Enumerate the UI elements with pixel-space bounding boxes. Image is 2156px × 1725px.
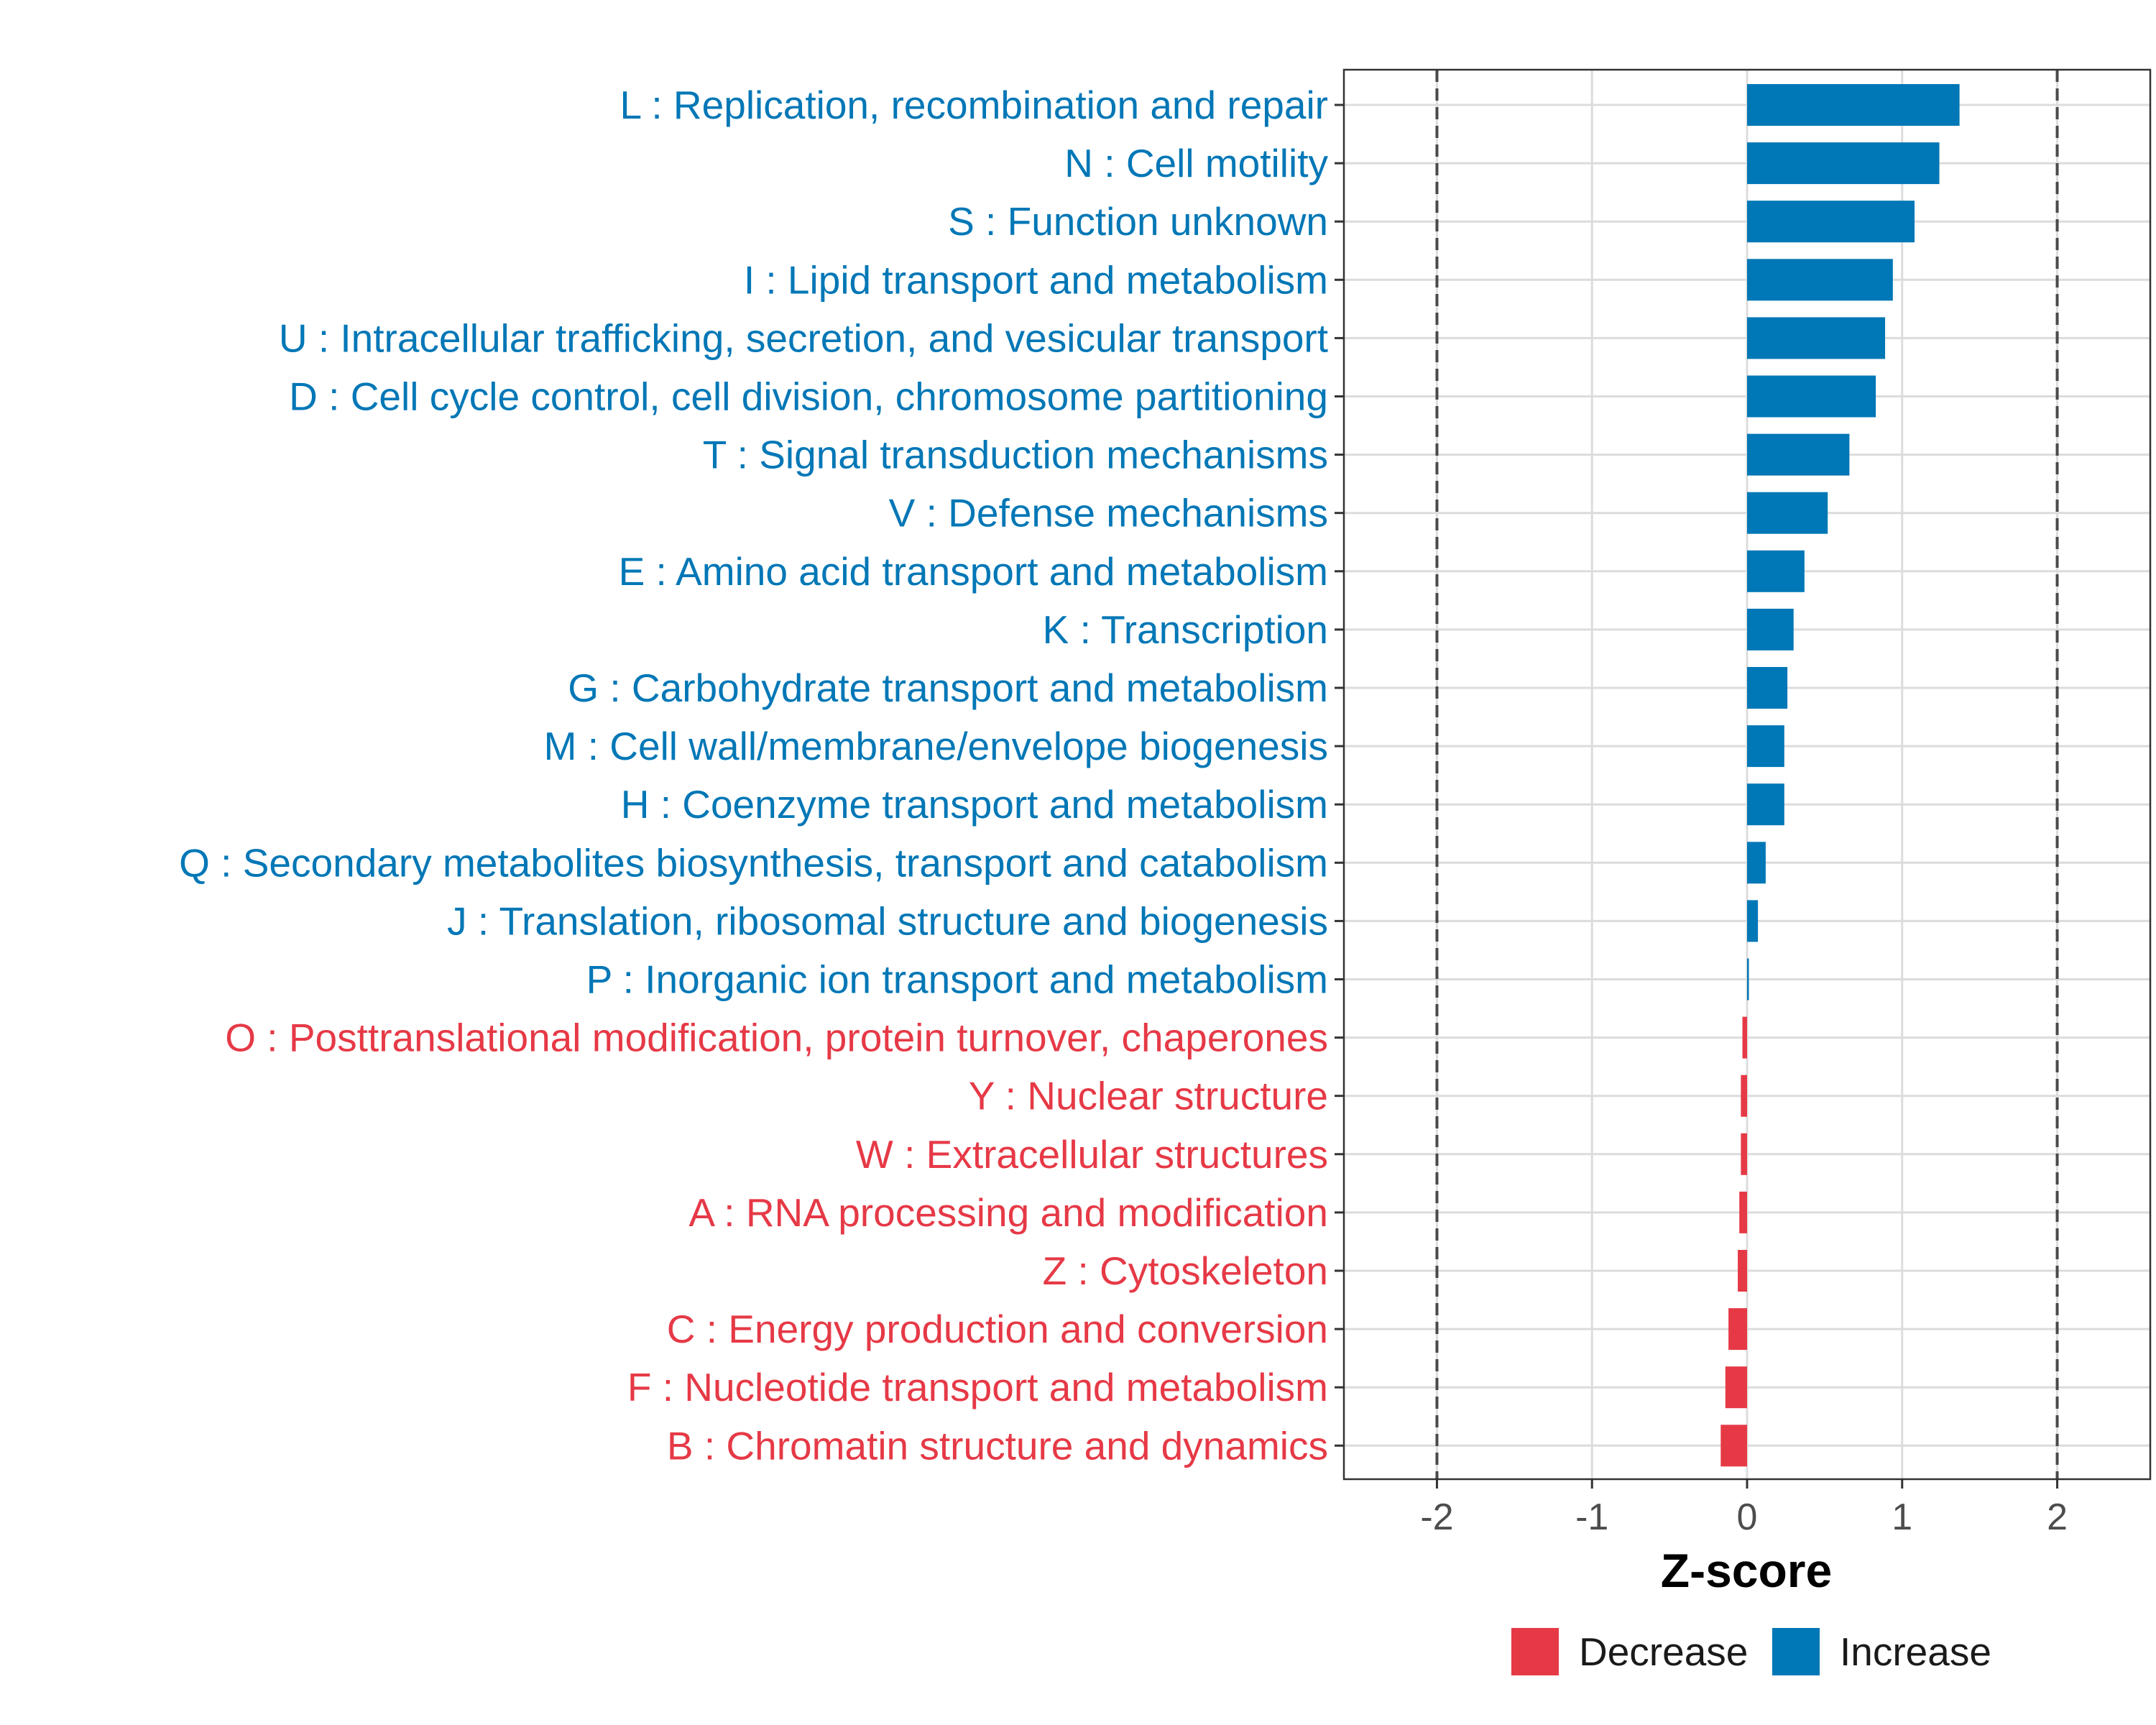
bar xyxy=(1747,842,1766,884)
bar xyxy=(1747,550,1805,592)
category-label: D : Cell cycle control, cell division, c… xyxy=(289,374,1328,419)
category-label: U : Intracellular trafficking, secretion… xyxy=(279,316,1328,360)
legend-key xyxy=(1772,1628,1820,1675)
category-label: P : Inorganic ion transport and metaboli… xyxy=(586,957,1328,1002)
x-axis-title: Z-score xyxy=(1661,1544,1832,1597)
x-tick-label: 1 xyxy=(1892,1496,1912,1538)
category-label: O : Posttranslational modification, prot… xyxy=(225,1016,1328,1060)
bar xyxy=(1747,84,1960,126)
bar xyxy=(1741,1133,1747,1175)
category-label: C : Energy production and conversion xyxy=(667,1307,1328,1351)
x-tick-label: -1 xyxy=(1575,1496,1608,1538)
category-label: F : Nucleotide transport and metabolism xyxy=(627,1365,1328,1409)
x-tick-label: -2 xyxy=(1420,1496,1453,1538)
bar xyxy=(1741,1075,1747,1117)
category-label: W : Extracellular structures xyxy=(856,1132,1328,1177)
category-label: Z : Cytoskeleton xyxy=(1043,1248,1328,1293)
category-label: Y : Nuclear structure xyxy=(969,1074,1328,1118)
bar xyxy=(1747,142,1940,185)
category-label: N : Cell motility xyxy=(1064,141,1328,185)
bar xyxy=(1720,1425,1747,1467)
bar xyxy=(1747,317,1886,359)
bar xyxy=(1747,433,1850,476)
bar xyxy=(1747,259,1893,301)
bar xyxy=(1747,958,1749,1000)
bar xyxy=(1747,725,1784,768)
legend-key xyxy=(1511,1628,1559,1675)
category-label: S : Function unknown xyxy=(948,199,1328,244)
category-label: A : RNA processing and modification xyxy=(688,1190,1328,1235)
category-label: L : Replication, recombination and repai… xyxy=(620,83,1328,127)
bar xyxy=(1747,783,1784,826)
bar xyxy=(1738,1250,1747,1292)
bar xyxy=(1747,201,1915,243)
bar xyxy=(1747,667,1788,709)
category-labels: L : Replication, recombination and repai… xyxy=(179,83,1344,1468)
plot-panel xyxy=(1342,68,2152,1481)
legend: Decrease Increase xyxy=(1511,1628,1991,1675)
bar xyxy=(1739,1191,1747,1233)
x-tick-label: 2 xyxy=(2047,1496,2068,1538)
category-label: T : Signal transduction mechanisms xyxy=(703,433,1328,477)
bar xyxy=(1747,608,1794,650)
legend-label: Increase xyxy=(1840,1629,1991,1674)
bar xyxy=(1728,1308,1747,1351)
category-label: M : Cell wall/membrane/envelope biogenes… xyxy=(544,724,1328,768)
category-label: Q : Secondary metabolites biosynthesis, … xyxy=(179,840,1328,885)
legend-label: Decrease xyxy=(1579,1629,1748,1674)
bar xyxy=(1747,492,1828,534)
x-tick-label: 0 xyxy=(1737,1496,1758,1538)
category-label: I : Lipid transport and metabolism xyxy=(744,257,1328,302)
bar xyxy=(1747,375,1876,418)
category-label: V : Defense mechanisms xyxy=(889,491,1328,535)
category-label: B : Chromatin structure and dynamics xyxy=(667,1423,1328,1468)
category-label: K : Transcription xyxy=(1043,607,1328,652)
bar xyxy=(1742,1016,1747,1059)
category-label: J : Translation, ribosomal structure and… xyxy=(447,898,1328,943)
bar xyxy=(1747,900,1759,942)
category-label: H : Coenzyme transport and metabolism xyxy=(621,782,1328,827)
category-label: G : Carbohydrate transport and metabolis… xyxy=(568,666,1328,710)
bar xyxy=(1725,1366,1747,1409)
x-axis: Z-score -2 -1 0 1 2 xyxy=(1420,1479,2068,1597)
category-label: E : Amino acid transport and metabolism xyxy=(619,549,1328,594)
